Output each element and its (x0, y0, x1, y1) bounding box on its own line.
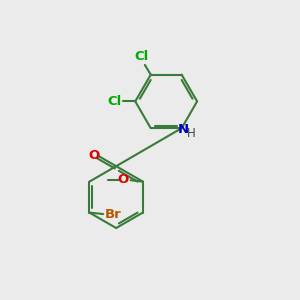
Text: N: N (178, 123, 189, 136)
Text: O: O (88, 149, 100, 162)
Text: Cl: Cl (107, 95, 122, 108)
Text: Br: Br (105, 208, 122, 220)
Text: H: H (187, 127, 196, 140)
Text: Cl: Cl (135, 50, 149, 63)
Text: O: O (118, 173, 129, 186)
